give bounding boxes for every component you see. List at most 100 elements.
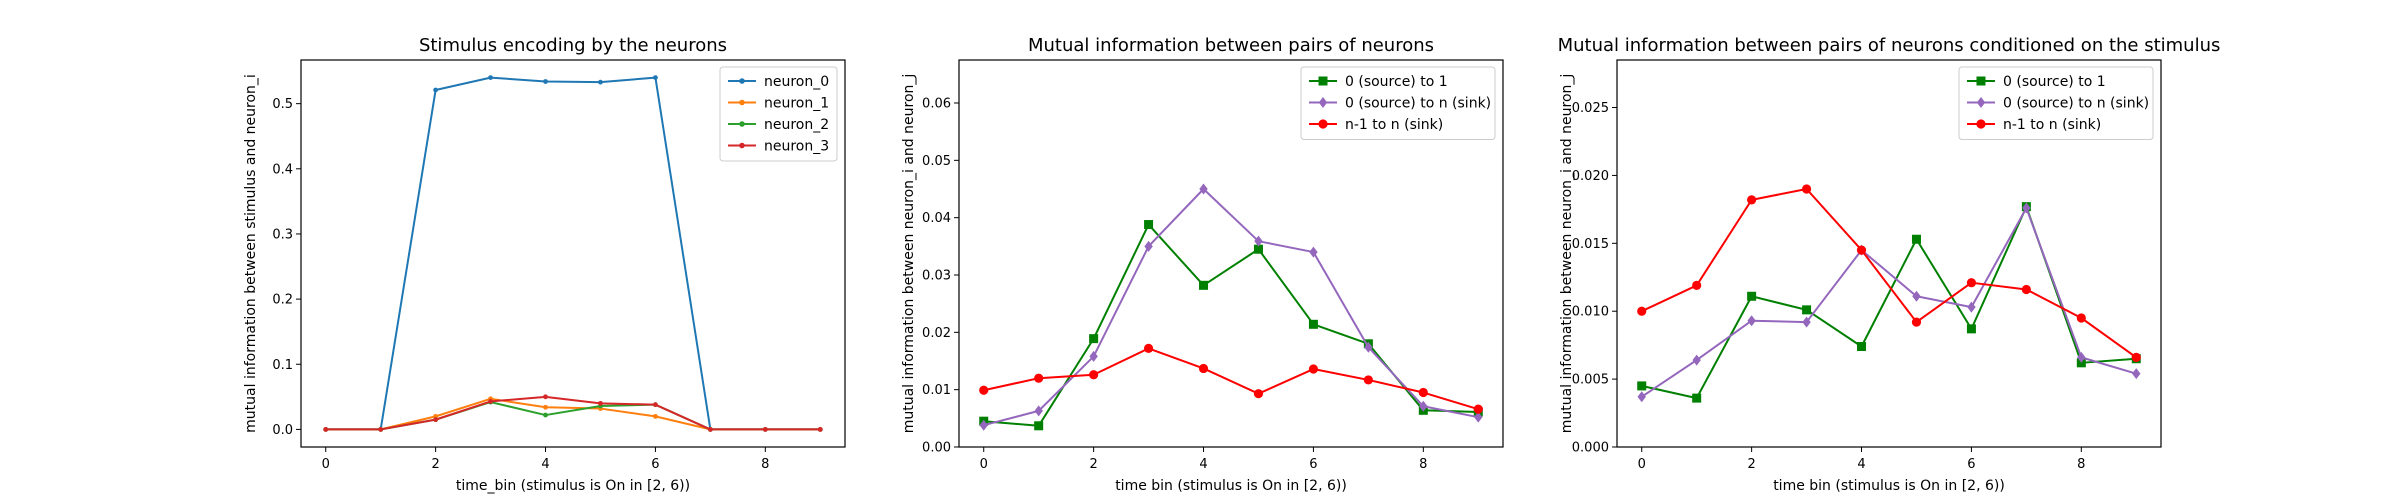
x-axis-label: time bin (stimulus is On in [2, 6)) xyxy=(1115,478,1347,494)
legend-label: neuron_2 xyxy=(764,117,829,133)
series-line xyxy=(983,188,1479,427)
x-axis-label: time_bin (stimulus is On in [2, 6)) xyxy=(456,478,690,494)
data-point xyxy=(1802,316,1811,328)
plot-frame xyxy=(1616,59,2162,448)
chart-panel-pairwise-mutual-information: Mutual information between pairs of neur… xyxy=(901,35,1504,494)
data-point xyxy=(1747,315,1756,327)
legend-marker xyxy=(1318,97,1328,108)
legend-marker xyxy=(1976,119,1986,129)
legend-label: n-1 to n (sink) xyxy=(1345,117,1443,133)
legend-marker xyxy=(1976,76,1986,86)
legend-marker xyxy=(739,99,745,106)
data-point xyxy=(1089,350,1098,362)
data-point xyxy=(1474,411,1483,423)
plot-frame xyxy=(958,59,1504,448)
data-point xyxy=(1418,387,1428,398)
data-point xyxy=(1199,280,1209,290)
legend-box xyxy=(1300,66,1496,140)
data-point xyxy=(323,427,329,432)
y-tick-label: 0.000 xyxy=(1572,441,1609,456)
y-tick-label: 0.5 xyxy=(272,97,293,112)
data-point xyxy=(1198,363,1209,374)
y-tick-label: 0.005 xyxy=(1572,373,1609,388)
data-point xyxy=(2076,313,2086,323)
chart-panel-conditioned-mutual-information: Mutual information between pairs of neur… xyxy=(1558,35,2221,494)
y-axis-label: mutual information between neuron_i and … xyxy=(1559,74,1575,434)
data-point xyxy=(1967,301,1976,313)
data-point xyxy=(2077,351,2086,363)
data-point xyxy=(1364,341,1373,353)
data-point xyxy=(1637,381,1647,391)
x-tick-label: 0 xyxy=(980,457,988,472)
y-tick-label: 0.010 xyxy=(1572,305,1609,320)
legend-marker xyxy=(739,142,745,149)
data-point xyxy=(543,79,548,84)
data-point xyxy=(2021,284,2031,295)
y-tick-label: 0.015 xyxy=(1572,237,1609,252)
legend-marker xyxy=(1976,97,1986,108)
y-axis-label: mutual information between neuron_i and … xyxy=(901,74,917,434)
data-point xyxy=(1199,183,1208,195)
chart-panel-stimulus-encoding: Stimulus encoding by the neurons 0 2 4 6 8 0.0… xyxy=(243,35,846,494)
data-point xyxy=(1857,342,1867,352)
chart-title: Stimulus encoding by the neurons xyxy=(419,35,727,56)
legend: neuron_0 neuron_1 neuron_2 neuron_3 xyxy=(719,66,838,162)
legend-marker xyxy=(1318,119,1328,129)
data-point xyxy=(1034,373,1044,383)
series-line xyxy=(983,347,1479,411)
data-point xyxy=(1143,343,1154,353)
legend: 0 (source) to 1 0 (source) to n (sink) n-1… xyxy=(1300,66,1496,140)
legend-label: n-1 to n (sink) xyxy=(2003,117,2101,133)
legend-box xyxy=(719,66,838,162)
x-tick-label: 4 xyxy=(1199,457,1207,472)
legend-marker xyxy=(1318,76,1328,86)
x-tick-label: 0 xyxy=(322,457,330,472)
data-point xyxy=(762,427,768,432)
data-point xyxy=(1309,246,1318,258)
data-point xyxy=(1692,354,1701,366)
series-line xyxy=(325,397,821,431)
data-point xyxy=(2022,202,2031,214)
x-tick-label: 6 xyxy=(1309,457,1317,472)
data-point xyxy=(543,412,548,418)
x-tick-label: 2 xyxy=(1089,457,1097,472)
legend-label: neuron_1 xyxy=(764,96,829,112)
legend-label: neuron_0 xyxy=(764,74,829,90)
legend-label: 0 (source) to n (sink) xyxy=(2003,96,2149,112)
data-point xyxy=(433,87,439,93)
x-tick-label: 8 xyxy=(2077,457,2085,472)
y-tick-label: 0.4 xyxy=(272,162,293,177)
data-point xyxy=(433,417,439,423)
data-point xyxy=(653,75,658,80)
data-point xyxy=(1637,391,1646,403)
data-point xyxy=(488,398,493,404)
x-tick-label: 6 xyxy=(651,457,659,472)
x-tick-label: 8 xyxy=(1419,457,1427,472)
y-tick-label: 0.01 xyxy=(922,383,951,398)
data-point xyxy=(1637,306,1647,316)
data-point xyxy=(1692,393,1702,403)
legend: 0 (source) to 1 0 (source) to n (sink) n-1… xyxy=(1958,66,2154,140)
y-tick-label: 0.2 xyxy=(272,293,293,308)
data-point xyxy=(1473,404,1483,414)
y-axis-label: mutual information between stimulus and … xyxy=(243,74,259,433)
y-tick-label: 0.05 xyxy=(922,154,951,169)
legend-label: 0 (source) to 1 xyxy=(1345,74,1448,90)
data-point xyxy=(1089,370,1099,380)
series-line xyxy=(325,395,821,431)
data-point xyxy=(817,427,823,432)
data-point xyxy=(1034,421,1044,431)
data-point xyxy=(1308,364,1319,374)
data-point xyxy=(707,427,713,432)
data-point xyxy=(598,79,603,85)
y-tick-label: 0.04 xyxy=(922,211,951,226)
data-point xyxy=(1419,400,1428,412)
data-point xyxy=(1912,290,1921,302)
data-point xyxy=(1747,195,1757,205)
x-tick-label: 2 xyxy=(431,457,439,472)
data-point xyxy=(2131,352,2141,362)
data-point xyxy=(1254,235,1263,247)
legend-marker xyxy=(739,121,745,127)
legend-label: 0 (source) to n (sink) xyxy=(1345,96,1491,112)
chart-title: Mutual information between pairs of neur… xyxy=(1558,35,2221,56)
